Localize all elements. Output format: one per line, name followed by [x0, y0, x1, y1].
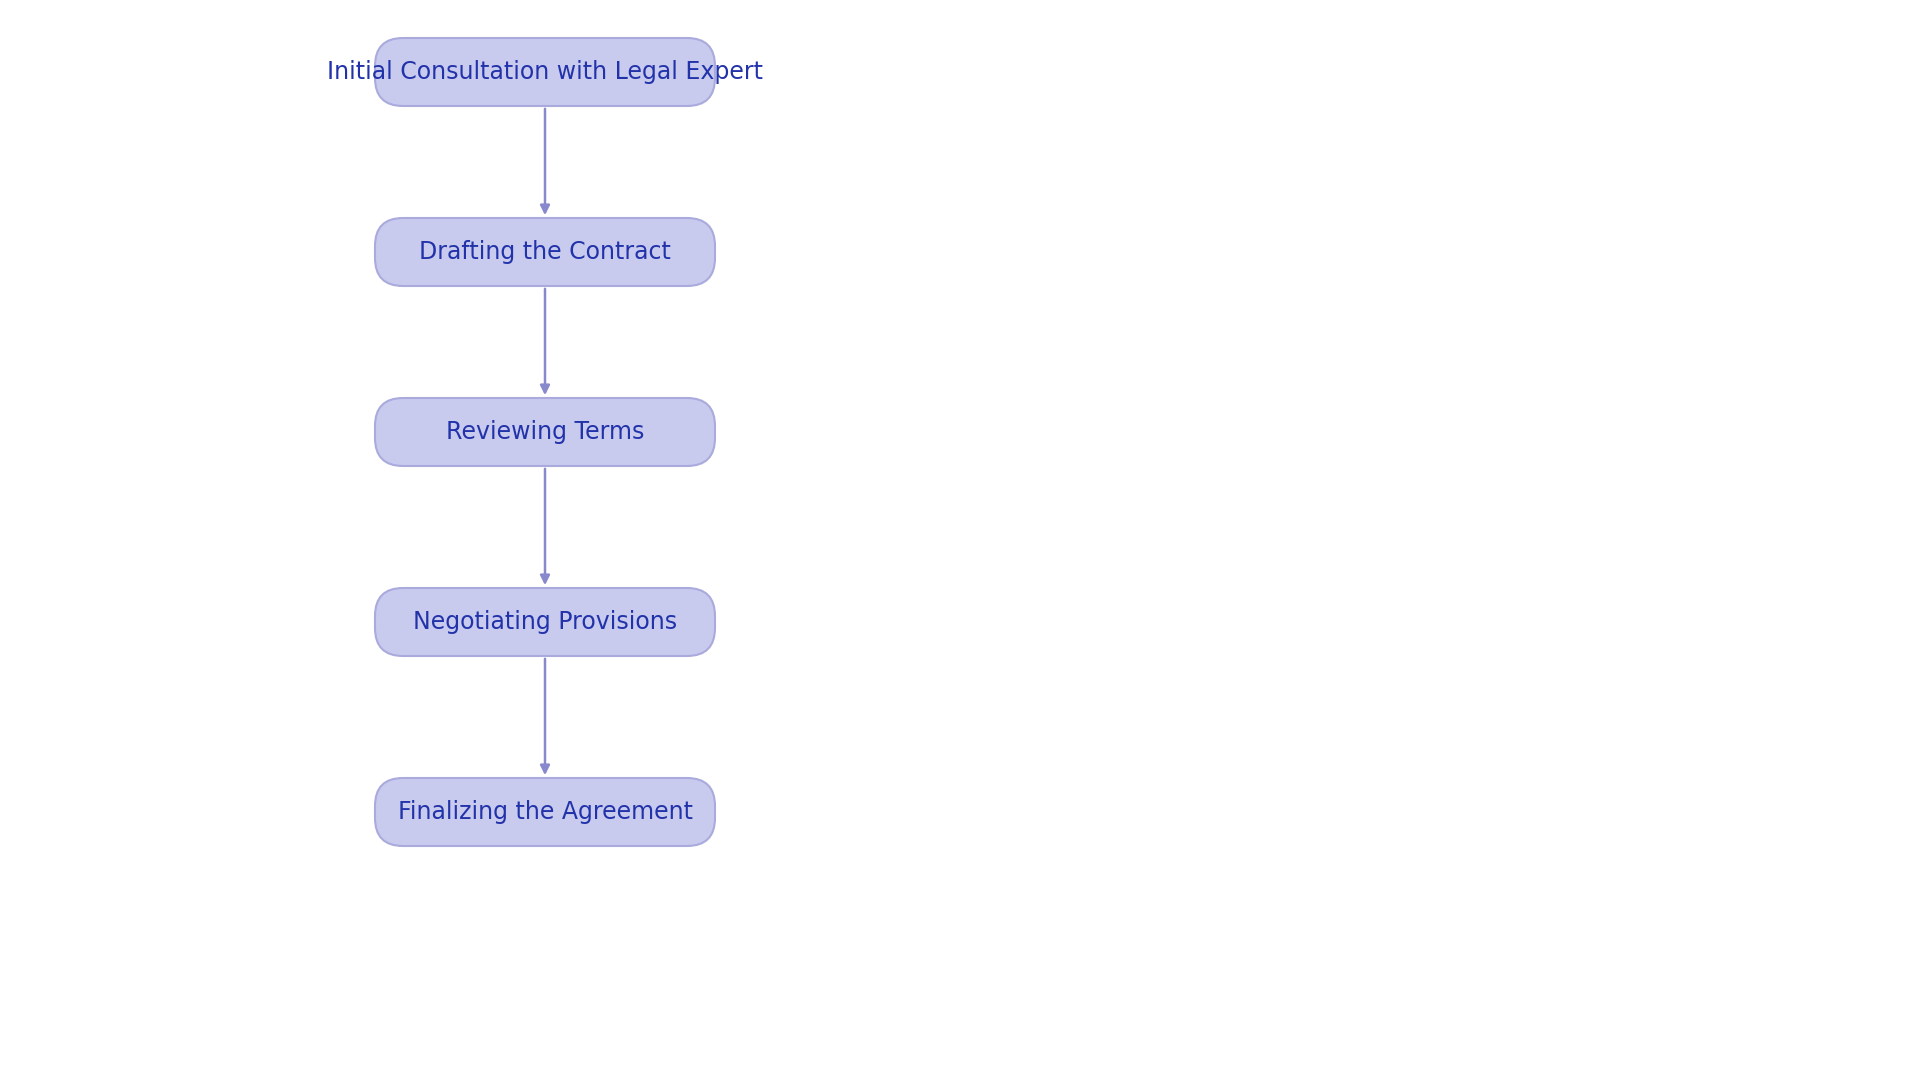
FancyBboxPatch shape [374, 778, 714, 846]
Text: Reviewing Terms: Reviewing Terms [445, 420, 645, 444]
FancyBboxPatch shape [374, 218, 714, 286]
FancyBboxPatch shape [374, 399, 714, 465]
Text: Initial Consultation with Legal Expert: Initial Consultation with Legal Expert [326, 60, 762, 84]
Text: Drafting the Contract: Drafting the Contract [419, 240, 670, 264]
FancyBboxPatch shape [374, 588, 714, 656]
FancyBboxPatch shape [374, 38, 714, 106]
Text: Finalizing the Agreement: Finalizing the Agreement [397, 800, 693, 824]
Text: Negotiating Provisions: Negotiating Provisions [413, 610, 678, 634]
